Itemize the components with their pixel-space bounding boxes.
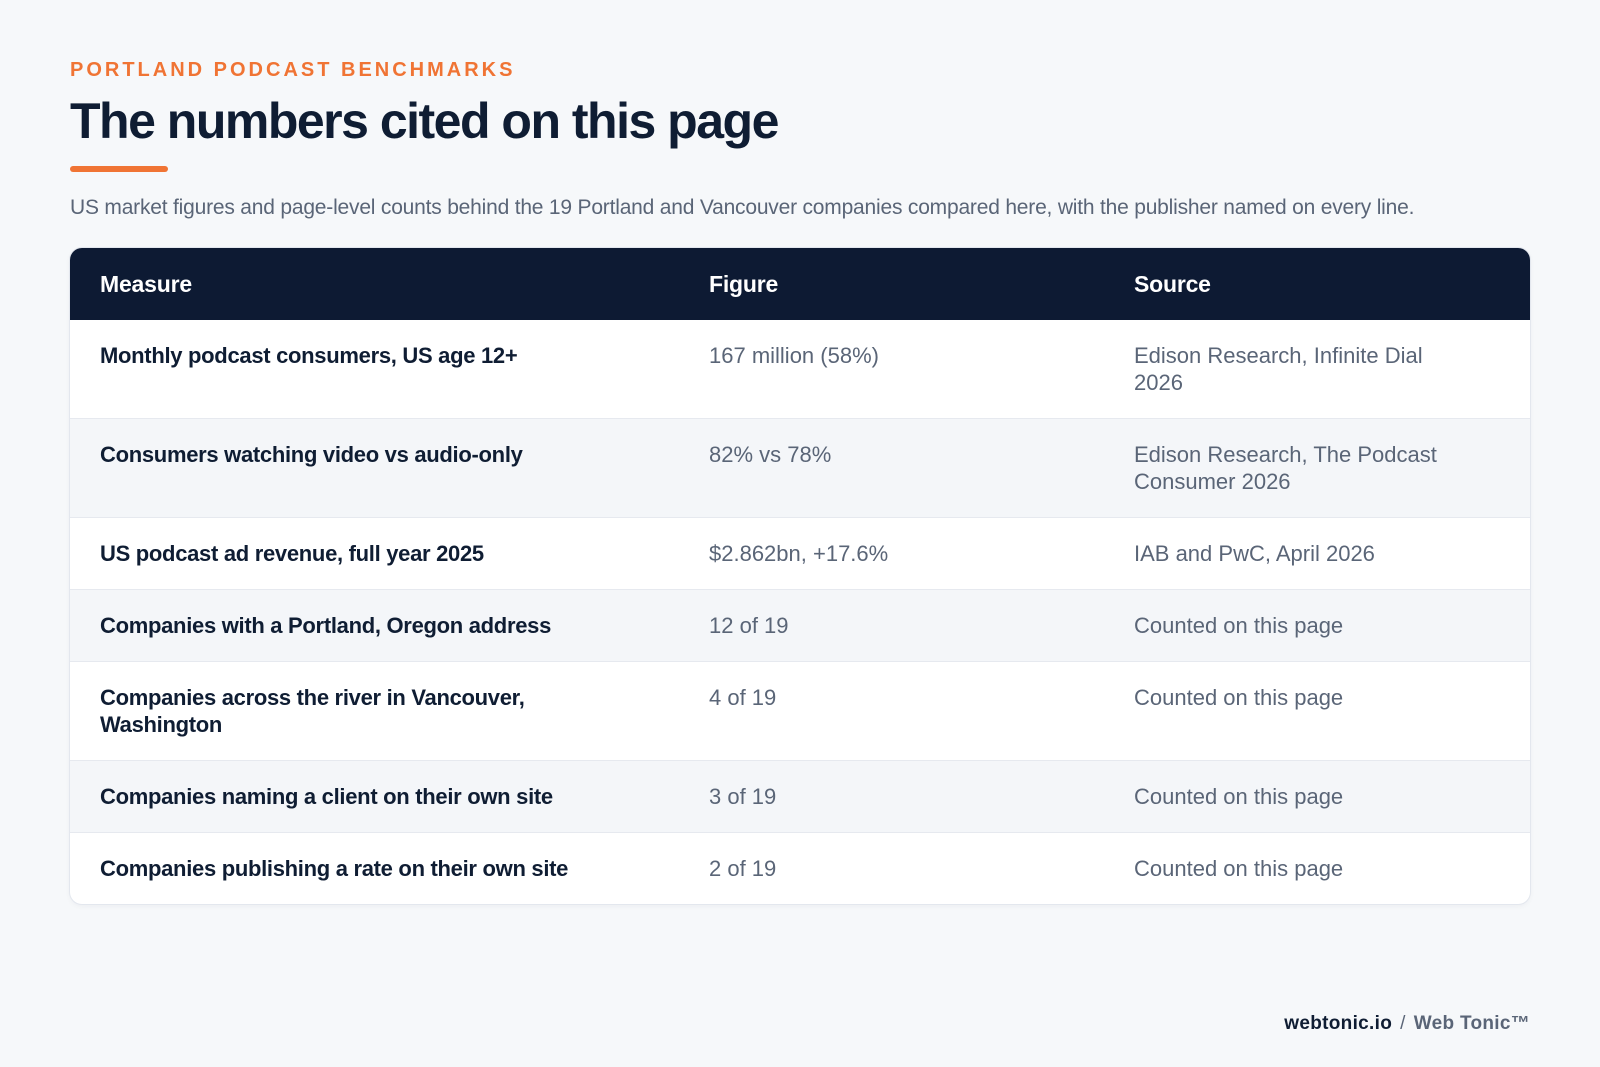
source-cell: Edison Research, Infinite Dial 2026 — [1134, 343, 1423, 395]
table-row: Monthly podcast consumers, US age 12+ 16… — [70, 320, 1530, 419]
source-cell: Counted on this page — [1104, 661, 1530, 761]
column-header-figure: Figure — [679, 248, 1104, 320]
table-row: Companies across the river in Vancouver,… — [70, 661, 1530, 761]
source-cell: Counted on this page — [1104, 760, 1530, 833]
figure-cell: 4 of 19 — [679, 661, 1104, 761]
figure-cell: 82% vs 78% — [679, 418, 1104, 518]
table-row: Companies with a Portland, Oregon addres… — [70, 589, 1530, 662]
table-row: Companies naming a client on their own s… — [70, 760, 1530, 833]
eyebrow-label: PORTLAND PODCAST BENCHMARKS — [70, 59, 516, 81]
source-cell: IAB and PwC, April 2026 — [1104, 517, 1530, 590]
page-subtitle: US market figures and page-level counts … — [70, 196, 1415, 219]
measure-cell: Companies with a Portland, Oregon addres… — [70, 589, 679, 662]
table-header-row: Measure Figure Source — [70, 248, 1530, 320]
measure-cell: Companies across the river in Vancouver,… — [70, 661, 679, 761]
page-title: The numbers cited on this page — [70, 93, 779, 149]
measure-cell: Consumers watching video vs audio-only — [70, 418, 679, 518]
figure-cell: 2 of 19 — [679, 832, 1104, 904]
footer-separator: / — [1400, 1013, 1406, 1034]
footer-brand: Web Tonic™ — [1413, 1013, 1530, 1034]
figure-cell: $2.862bn, +17.6% — [679, 517, 1104, 590]
measure-cell: Companies publishing a rate on their own… — [70, 832, 679, 904]
table-row: Consumers watching video vs audio-only 8… — [70, 418, 1530, 518]
benchmarks-table: Measure Figure Source Monthly podcast co… — [70, 248, 1530, 904]
benchmarks-table-card: Measure Figure Source Monthly podcast co… — [70, 248, 1530, 904]
table-row: US podcast ad revenue, full year 2025 $2… — [70, 517, 1530, 590]
figure-cell: 12 of 19 — [679, 589, 1104, 662]
source-cell: Counted on this page — [1104, 589, 1530, 662]
figure-cell: 3 of 19 — [679, 760, 1104, 833]
title-accent-rule — [70, 166, 168, 172]
measure-cell: Companies naming a client on their own s… — [70, 760, 679, 833]
source-cell: Edison Research, The Podcast Consumer 20… — [1104, 418, 1530, 518]
column-header-measure: Measure — [70, 248, 679, 320]
figure-cell: 167 million (58%) — [709, 343, 879, 368]
footer-credit: webtonic.io / Web Tonic™ — [1284, 1013, 1530, 1035]
footer-domain: webtonic.io — [1284, 1013, 1393, 1034]
measure-cell: Monthly podcast consumers, US age 12+ — [100, 343, 518, 368]
source-cell: Counted on this page — [1104, 832, 1530, 904]
table-row: Companies publishing a rate on their own… — [70, 832, 1530, 904]
measure-cell: US podcast ad revenue, full year 2025 — [70, 517, 679, 590]
column-header-source: Source — [1104, 248, 1530, 320]
